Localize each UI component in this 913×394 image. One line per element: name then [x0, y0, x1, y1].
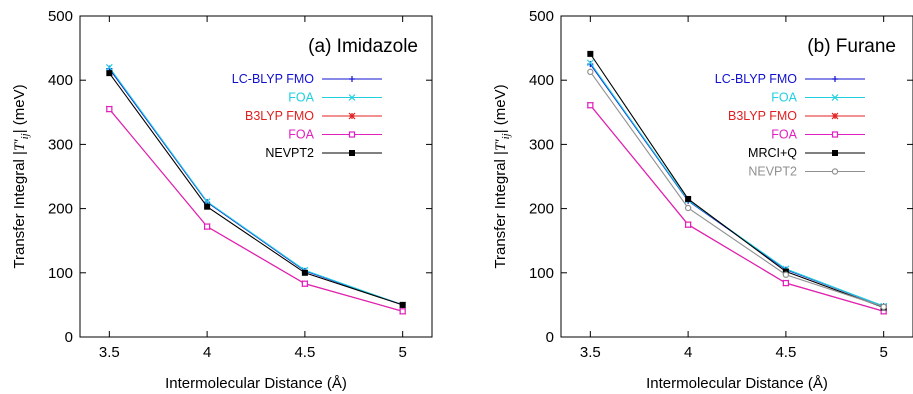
data-point	[782, 271, 790, 278]
series-line	[589, 62, 884, 307]
y-tick-label: 500	[529, 8, 554, 25]
y-tick-label: 0	[65, 329, 73, 346]
legend-label: FOA	[288, 91, 314, 105]
data-point	[399, 301, 406, 308]
data-point	[782, 268, 789, 275]
y-tick-label: 300	[48, 136, 73, 153]
series-line	[108, 68, 403, 306]
legend-label: NEVPT2	[265, 146, 314, 160]
y-tick-label: 200	[48, 201, 73, 218]
series-line	[108, 67, 403, 306]
legend-label: B3LYP FMO	[728, 109, 797, 123]
data-point	[587, 68, 594, 76]
y-tick-label: 300	[529, 136, 554, 153]
data-point	[587, 102, 594, 109]
x-tick-label: 3.5	[580, 344, 601, 361]
series-line	[108, 72, 403, 306]
series-line	[589, 53, 884, 308]
legend-marker	[831, 94, 839, 101]
y-axis-label-prefix: Transfer Integral |	[492, 151, 509, 269]
plot-frame	[79, 15, 433, 338]
data-point	[684, 204, 692, 212]
legend-marker	[831, 168, 839, 175]
legend-label: FOA	[771, 91, 797, 105]
data-point	[399, 308, 406, 315]
legend-label: MRCI+Q	[748, 146, 797, 160]
series-line	[108, 108, 403, 312]
data-point	[880, 303, 887, 311]
legend-marker	[832, 76, 838, 82]
y-tick-label: 500	[48, 8, 73, 25]
data-point	[106, 70, 113, 77]
x-tick-label: 4	[203, 344, 211, 361]
data-point	[204, 203, 211, 210]
chart-panel-furane: 0 100 200 300 400 500 3.5 4 4.5 5 Intermolecular D…	[492, 8, 913, 392]
legend-marker	[831, 112, 839, 120]
y-tick-label: 400	[529, 72, 554, 89]
legend-marker	[832, 150, 838, 156]
y-axis-label-subscript: ij	[500, 133, 512, 139]
series-line	[589, 71, 884, 308]
y-axis-label: Transfer Integral |T′ij| (meV)	[11, 84, 31, 268]
x-tick-label: 5	[879, 344, 887, 361]
legend-label: LC-BLYP FMO	[232, 72, 314, 86]
data-point	[106, 105, 113, 113]
legend-marker	[348, 112, 356, 120]
legend-label: FOA	[288, 128, 314, 142]
legend-marker	[348, 94, 356, 101]
y-axis-label: Transfer Integral |T′ij| (meV)	[492, 84, 512, 268]
series-line	[589, 104, 884, 312]
y-axis-label-symbol: T	[12, 141, 28, 151]
y-tick-label: 400	[48, 72, 73, 89]
data-point	[586, 59, 594, 67]
y-axis-label-subscript: ij	[19, 133, 31, 139]
legend-label: FOA	[771, 128, 797, 142]
legend-label: LC-BLYP FMO	[715, 72, 797, 86]
y-tick-label: 0	[546, 329, 554, 346]
legend-marker	[349, 76, 355, 82]
y-tick-label: 100	[529, 265, 554, 282]
legend-label: NEVPT2	[748, 165, 797, 179]
y-axis-label-prefix: Transfer Integral |	[11, 151, 28, 269]
y-axis-label-prime: ′	[493, 139, 509, 143]
x-tick-label: 5	[398, 344, 406, 361]
y-axis-label-prime: ′	[12, 139, 28, 143]
data-point	[204, 223, 211, 230]
y-axis-label-suffix: | (meV)	[11, 84, 28, 133]
legend-label: B3LYP FMO	[245, 109, 314, 123]
x-tick-label: 4.5	[294, 344, 315, 361]
data-point	[782, 279, 789, 287]
chart-title: (a) Imidazole	[308, 36, 418, 57]
chart-panel-imidazole: 0 100 200 300 400 500 3.5 4 4.5 5 Intermolecular D…	[11, 8, 433, 392]
series-line	[589, 63, 884, 307]
y-tick-label: 200	[529, 201, 554, 218]
legend-marker	[831, 131, 839, 138]
series-line	[589, 104, 884, 312]
data-point	[301, 280, 308, 287]
y-tick-label: 100	[48, 265, 73, 282]
series-line	[108, 108, 403, 312]
legend-marker	[349, 150, 355, 156]
data-point	[685, 221, 692, 228]
x-tick-label: 4.5	[775, 344, 796, 361]
plot-frame	[560, 15, 913, 338]
data-point	[301, 269, 308, 276]
x-axis-label: Intermolecular Distance (Å)	[646, 375, 828, 392]
chart-title: (b) Furane	[807, 36, 896, 57]
x-tick-label: 3.5	[99, 344, 120, 361]
x-axis-label: Intermolecular Distance (Å)	[165, 375, 347, 392]
y-axis-label-suffix: | (meV)	[492, 84, 509, 133]
legend-marker	[348, 131, 356, 138]
x-tick-label: 4	[684, 344, 692, 361]
data-point	[685, 195, 692, 202]
y-axis-label-symbol: T	[493, 141, 509, 151]
data-point	[587, 50, 594, 57]
data-point	[105, 63, 113, 71]
